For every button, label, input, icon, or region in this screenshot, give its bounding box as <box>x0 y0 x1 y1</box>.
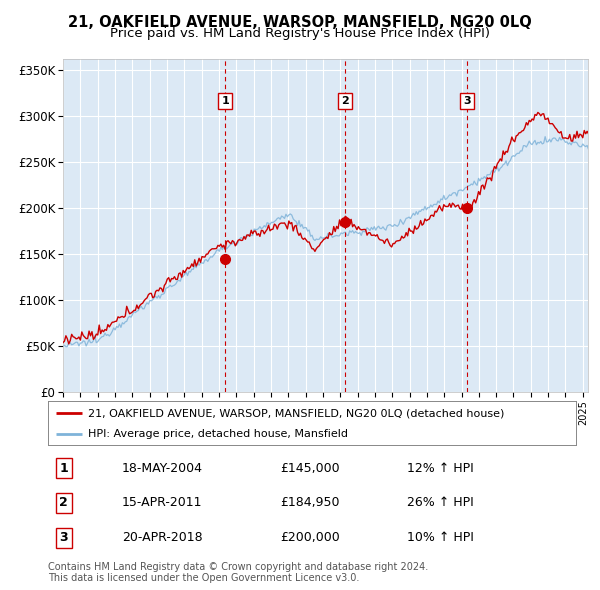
Text: 21, OAKFIELD AVENUE, WARSOP, MANSFIELD, NG20 0LQ: 21, OAKFIELD AVENUE, WARSOP, MANSFIELD, … <box>68 15 532 30</box>
Text: HPI: Average price, detached house, Mansfield: HPI: Average price, detached house, Mans… <box>88 428 347 438</box>
Text: 1: 1 <box>221 96 229 106</box>
Text: 20-APR-2018: 20-APR-2018 <box>122 532 203 545</box>
Text: 15-APR-2011: 15-APR-2011 <box>122 496 202 510</box>
Text: 12% ↑ HPI: 12% ↑ HPI <box>407 461 474 474</box>
Text: 3: 3 <box>463 96 470 106</box>
Text: Contains HM Land Registry data © Crown copyright and database right 2024.
This d: Contains HM Land Registry data © Crown c… <box>48 562 428 584</box>
Text: £200,000: £200,000 <box>280 532 340 545</box>
Text: 18-MAY-2004: 18-MAY-2004 <box>122 461 203 474</box>
Text: £184,950: £184,950 <box>280 496 340 510</box>
Text: 10% ↑ HPI: 10% ↑ HPI <box>407 532 474 545</box>
Text: Price paid vs. HM Land Registry's House Price Index (HPI): Price paid vs. HM Land Registry's House … <box>110 27 490 40</box>
Text: £145,000: £145,000 <box>280 461 340 474</box>
Text: 1: 1 <box>59 461 68 474</box>
Text: 2: 2 <box>59 496 68 510</box>
Text: 2: 2 <box>341 96 349 106</box>
Text: 21, OAKFIELD AVENUE, WARSOP, MANSFIELD, NG20 0LQ (detached house): 21, OAKFIELD AVENUE, WARSOP, MANSFIELD, … <box>88 408 504 418</box>
Text: 3: 3 <box>59 532 68 545</box>
Text: 26% ↑ HPI: 26% ↑ HPI <box>407 496 474 510</box>
